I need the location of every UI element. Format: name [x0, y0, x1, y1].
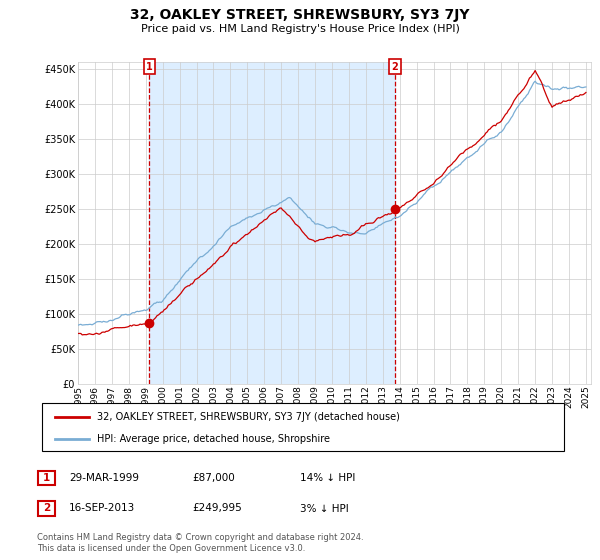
- FancyBboxPatch shape: [38, 501, 55, 516]
- Text: 32, OAKLEY STREET, SHREWSBURY, SY3 7JY (detached house): 32, OAKLEY STREET, SHREWSBURY, SY3 7JY (…: [97, 412, 400, 422]
- Bar: [149, 62, 395, 384]
- Text: 14% ↓ HPI: 14% ↓ HPI: [300, 473, 355, 483]
- Text: 32, OAKLEY STREET, SHREWSBURY, SY3 7JY: 32, OAKLEY STREET, SHREWSBURY, SY3 7JY: [130, 8, 470, 22]
- Text: 16-SEP-2013: 16-SEP-2013: [69, 503, 135, 514]
- Text: £249,995: £249,995: [192, 503, 242, 514]
- FancyBboxPatch shape: [42, 403, 564, 451]
- Text: Price paid vs. HM Land Registry's House Price Index (HPI): Price paid vs. HM Land Registry's House …: [140, 24, 460, 34]
- Text: 1: 1: [43, 473, 50, 483]
- Text: £87,000: £87,000: [192, 473, 235, 483]
- Text: 2: 2: [392, 62, 398, 72]
- Text: Contains HM Land Registry data © Crown copyright and database right 2024.
This d: Contains HM Land Registry data © Crown c…: [37, 533, 364, 553]
- Text: 29-MAR-1999: 29-MAR-1999: [69, 473, 139, 483]
- Text: HPI: Average price, detached house, Shropshire: HPI: Average price, detached house, Shro…: [97, 434, 330, 444]
- Text: 1: 1: [146, 62, 153, 72]
- Text: 3% ↓ HPI: 3% ↓ HPI: [300, 503, 349, 514]
- FancyBboxPatch shape: [38, 470, 55, 485]
- Text: 2: 2: [43, 503, 50, 514]
